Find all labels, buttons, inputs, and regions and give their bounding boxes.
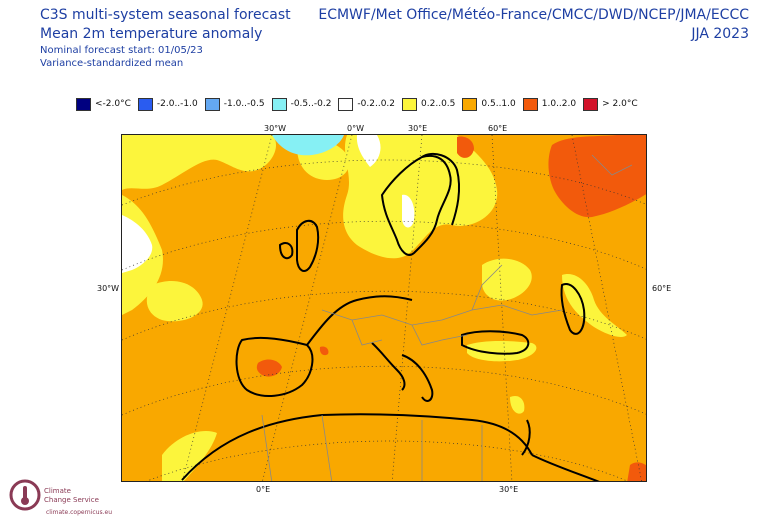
- levant-coast: [521, 419, 531, 456]
- anomaly-patch-yellow: [562, 274, 627, 338]
- legend-item: > 2.0°C: [583, 97, 638, 111]
- britain-coast: [296, 219, 320, 272]
- legend-label: 0.2..0.5: [421, 99, 456, 109]
- lon-label-top: 0°W: [347, 124, 364, 133]
- france-coast: [306, 295, 413, 346]
- copernicus-logo: Climate Change Service climate.copernicu…: [6, 476, 126, 520]
- legend-label: -0.2..0.2: [357, 99, 396, 109]
- legend-label: > 2.0°C: [602, 99, 638, 109]
- country-borders: [261, 154, 633, 481]
- c3s-logo-icon: [9, 479, 41, 511]
- anomaly-patch-yellow: [162, 431, 217, 481]
- anomaly-patch-red: [256, 359, 282, 377]
- anomaly-patch-yellow: [343, 135, 498, 259]
- map-subtitle: Mean 2m temperature anomaly: [40, 26, 263, 42]
- lat-label-left: 30°W: [97, 284, 120, 293]
- method-label: Variance-standardized mean: [40, 58, 184, 69]
- legend-item: 1.0..2.0: [522, 97, 577, 111]
- legend-label: 0.5..1.0: [481, 99, 516, 109]
- lon-label-bottom: 30°E: [499, 485, 519, 494]
- logo-name-line2: Change Service: [44, 496, 99, 504]
- anomaly-patch-red: [548, 135, 646, 218]
- legend-label: <-2.0°C: [95, 99, 131, 109]
- legend-swatch: [76, 97, 91, 111]
- anomaly-patch-red: [627, 462, 646, 481]
- north-africa-coast: [181, 413, 533, 481]
- legend-item: -0.2..0.2: [338, 97, 396, 111]
- logo-url: climate.copernicus.eu: [46, 509, 113, 516]
- anomaly-patch-yellow: [122, 135, 277, 190]
- legend-swatch: [462, 97, 478, 111]
- forecast-start-label: Nominal forecast start: 01/05/23: [40, 45, 203, 56]
- anomaly-patch-red: [457, 136, 474, 158]
- anomaly-map: [121, 134, 647, 482]
- legend-label: -0.5..-0.2: [290, 99, 332, 109]
- map-title: C3S multi-system seasonal forecast: [40, 7, 291, 23]
- logo-name-line1: Climate: [44, 487, 71, 495]
- black-sea-coast: [461, 330, 530, 355]
- logo-wordmark: Climate Change Service: [44, 487, 99, 505]
- models-label: ECMWF/Met Office/Météo-France/CMCC/DWD/N…: [318, 7, 749, 23]
- map-canvas: [122, 135, 646, 481]
- legend-item: -1.0..-0.5: [204, 97, 265, 111]
- period-label: JJA 2023: [691, 26, 749, 42]
- header-left: C3S multi-system seasonal forecast Mean …: [40, 6, 291, 70]
- legend-item: 0.2..0.5: [402, 97, 456, 111]
- coastlines: [181, 152, 600, 481]
- legend-label: -1.0..-0.5: [223, 99, 265, 109]
- legend-label: -2.0..-1.0: [156, 99, 198, 109]
- anomaly-patch-yellow: [510, 395, 525, 414]
- legend-label: 1.0..2.0: [541, 99, 577, 109]
- anomaly-patch-white: [402, 194, 415, 228]
- legend-swatch: [271, 97, 287, 111]
- legend-item: <-2.0°C: [76, 97, 131, 111]
- anomaly-patch-yellow: [467, 340, 537, 362]
- legend-item: -0.5..-0.2: [271, 97, 332, 111]
- lon-label-bottom: 0°E: [256, 485, 271, 494]
- lon-label-top: 30°E: [408, 124, 428, 133]
- finland-coast: [421, 152, 461, 226]
- legend-swatch: [137, 97, 153, 111]
- anomaly-patch-yellow: [146, 280, 203, 322]
- color-legend: <-2.0°C -2.0..-1.0 -1.0..-0.5 -0.5..-0.2…: [76, 97, 645, 111]
- anomaly-patch-cyan: [272, 135, 344, 156]
- italy-coast: [371, 342, 406, 391]
- balkans-coast: [401, 354, 434, 402]
- legend-item: -2.0..-1.0: [137, 97, 198, 111]
- lat-label-right: 60°E: [652, 284, 672, 293]
- legend-swatch: [402, 97, 418, 111]
- lon-label-top: 30°W: [264, 124, 287, 133]
- legend-swatch: [204, 97, 220, 111]
- header-right: ECMWF/Met Office/Météo-France/CMCC/DWD/N…: [318, 6, 749, 44]
- legend-item: 0.5..1.0: [462, 97, 516, 111]
- lon-label-top: 60°E: [488, 124, 508, 133]
- ireland-coast: [278, 242, 294, 260]
- legend-swatch: [338, 97, 354, 111]
- caspian-coast: [560, 283, 586, 335]
- anomaly-patch-red: [319, 346, 329, 356]
- iberia-coast: [235, 336, 314, 397]
- arabia-coast: [531, 454, 600, 481]
- anomaly-patch-white: [356, 135, 381, 167]
- legend-swatch: [522, 97, 538, 111]
- anomaly-patch-white: [122, 215, 153, 273]
- anomaly-patch-yellow: [482, 258, 532, 301]
- legend-swatch: [583, 97, 599, 111]
